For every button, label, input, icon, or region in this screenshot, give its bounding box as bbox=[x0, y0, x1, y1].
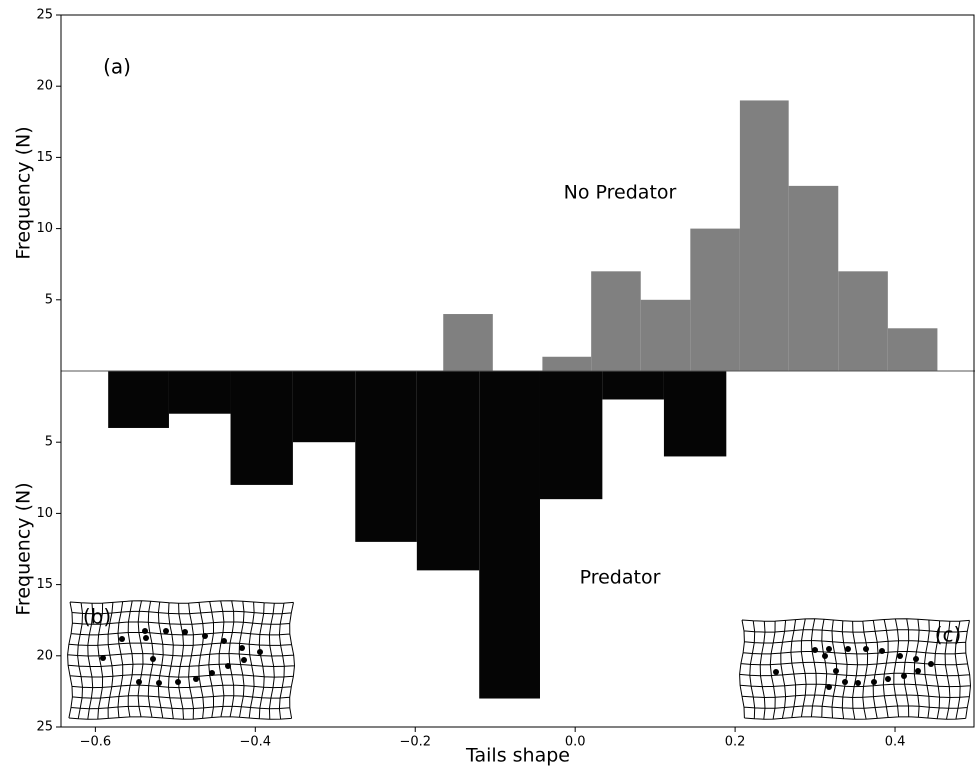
inset-dot bbox=[897, 653, 903, 659]
inset-grid bbox=[739, 618, 972, 720]
plot-frame bbox=[60, 14, 975, 728]
bar bbox=[479, 371, 540, 699]
y-tick-label: 25 bbox=[36, 720, 53, 735]
inset-dot bbox=[257, 649, 263, 655]
inset-dot bbox=[812, 647, 818, 653]
inset-dot bbox=[915, 668, 921, 674]
inset-dot bbox=[845, 646, 851, 652]
inset-dot bbox=[221, 638, 227, 644]
inset-dot bbox=[842, 679, 848, 685]
bar bbox=[230, 371, 293, 485]
inset-dot bbox=[822, 653, 828, 659]
inset-dot bbox=[826, 646, 832, 652]
inset-dot bbox=[855, 680, 861, 686]
inset-dot bbox=[182, 629, 188, 635]
bar bbox=[640, 299, 691, 371]
annotation: (a) bbox=[103, 55, 131, 79]
bar bbox=[887, 328, 938, 371]
x-tick-label: 0.4 bbox=[885, 735, 906, 750]
inset-dot bbox=[773, 669, 779, 675]
inset-dot bbox=[913, 656, 919, 662]
inset-dot bbox=[826, 684, 832, 690]
inset-dot bbox=[100, 655, 106, 661]
inset-dot bbox=[833, 668, 839, 674]
inset-dot bbox=[225, 663, 231, 669]
y-tick-label: 15 bbox=[36, 577, 53, 592]
y-axis-label: Frequency (N) bbox=[13, 482, 35, 615]
y-tick-label: 5 bbox=[45, 435, 53, 450]
bar bbox=[591, 271, 641, 371]
annotation: (c) bbox=[935, 623, 962, 647]
inset-dot bbox=[163, 628, 169, 634]
x-tick-label: 0.0 bbox=[565, 735, 586, 750]
y-axis-label: Frequency (N) bbox=[13, 126, 35, 259]
bar bbox=[663, 371, 727, 457]
bar bbox=[539, 371, 603, 500]
inset-dot bbox=[142, 628, 148, 634]
inset-dot bbox=[143, 635, 149, 641]
y-tick-label: 20 bbox=[36, 79, 53, 94]
y-tick-label: 5 bbox=[45, 292, 53, 307]
annotation: No Predator bbox=[564, 182, 677, 204]
annotation: Predator bbox=[580, 567, 661, 589]
bar bbox=[690, 228, 740, 371]
inset-dot bbox=[241, 657, 247, 663]
bar bbox=[838, 271, 888, 371]
inset-dot bbox=[150, 656, 156, 662]
inset-dot bbox=[239, 645, 245, 651]
inset-dot bbox=[928, 661, 934, 667]
bar bbox=[416, 371, 480, 571]
inset-dot bbox=[175, 679, 181, 685]
x-axis-label: Tails shape bbox=[465, 745, 570, 767]
inset-dot bbox=[901, 673, 907, 679]
inset-grid bbox=[67, 600, 296, 720]
inset-dot bbox=[136, 679, 142, 685]
y-tick-label: 10 bbox=[36, 506, 53, 521]
bar bbox=[542, 356, 592, 371]
x-tick-label: −0.2 bbox=[399, 735, 431, 750]
inset-dot bbox=[871, 679, 877, 685]
y-tick-label: 10 bbox=[36, 221, 53, 236]
inset-dot bbox=[885, 676, 891, 682]
inset-dot bbox=[156, 680, 162, 686]
inset-dot bbox=[863, 646, 869, 652]
x-tick-label: 0.2 bbox=[725, 735, 746, 750]
annotation: (b) bbox=[83, 605, 111, 629]
bar bbox=[443, 314, 493, 371]
inset-dot bbox=[202, 633, 208, 639]
inset-dot bbox=[119, 636, 125, 642]
bar bbox=[355, 371, 417, 542]
inset-dot bbox=[879, 648, 885, 654]
inset-dot bbox=[193, 676, 199, 682]
y-tick-label: 15 bbox=[36, 150, 53, 165]
x-tick-label: −0.4 bbox=[240, 735, 272, 750]
y-tick-label: 25 bbox=[36, 8, 53, 23]
bar bbox=[602, 371, 664, 400]
inset-dot bbox=[209, 670, 215, 676]
bar bbox=[739, 100, 789, 371]
y-tick-label: 20 bbox=[36, 648, 53, 663]
bar bbox=[788, 185, 839, 371]
bar bbox=[168, 371, 231, 414]
inset-grids bbox=[67, 600, 972, 720]
x-tick-label: −0.6 bbox=[80, 735, 112, 750]
bar bbox=[108, 371, 169, 428]
bar bbox=[292, 371, 356, 443]
